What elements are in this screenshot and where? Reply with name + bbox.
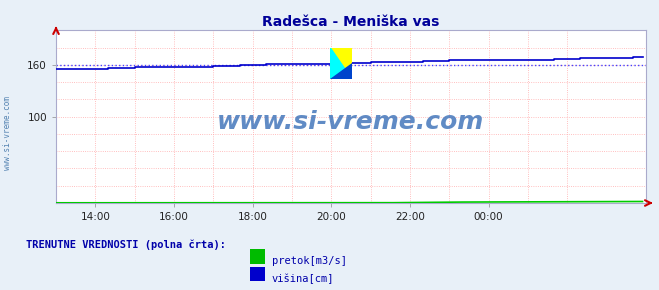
Polygon shape: [330, 63, 352, 79]
Polygon shape: [330, 48, 352, 79]
Polygon shape: [330, 48, 352, 79]
Text: pretok[m3/s]: pretok[m3/s]: [272, 256, 347, 266]
Text: TRENUTNE VREDNOSTI (polna črta):: TRENUTNE VREDNOSTI (polna črta):: [26, 240, 226, 250]
Text: višina[cm]: višina[cm]: [272, 273, 334, 284]
Text: www.si-vreme.com: www.si-vreme.com: [3, 96, 13, 171]
Text: www.si-vreme.com: www.si-vreme.com: [217, 110, 484, 134]
Title: Radešca - Meniška vas: Radešca - Meniška vas: [262, 15, 440, 29]
